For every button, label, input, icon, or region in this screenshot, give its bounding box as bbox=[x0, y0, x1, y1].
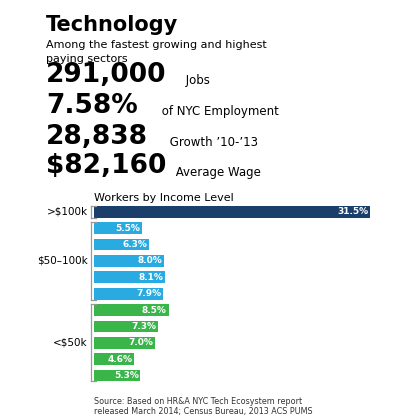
Text: Among the fastest growing and highest
paying sectors: Among the fastest growing and highest pa… bbox=[46, 40, 267, 64]
Text: 7.3%: 7.3% bbox=[131, 322, 156, 331]
Text: Source: Based on HR&A NYC Tech Ecosystem report
released March 2014; Census Bure: Source: Based on HR&A NYC Tech Ecosystem… bbox=[94, 397, 313, 416]
Text: 291,000: 291,000 bbox=[46, 61, 166, 87]
Bar bbox=[94, 288, 163, 300]
Text: 5.3%: 5.3% bbox=[114, 371, 139, 380]
Text: 7.9%: 7.9% bbox=[136, 289, 162, 298]
Text: $82,160: $82,160 bbox=[46, 153, 166, 179]
Bar bbox=[94, 304, 168, 316]
Text: 6.3%: 6.3% bbox=[122, 240, 148, 249]
Bar bbox=[94, 271, 165, 283]
Text: 5.5%: 5.5% bbox=[116, 224, 140, 233]
Text: 28,838: 28,838 bbox=[46, 124, 148, 150]
Bar bbox=[94, 321, 158, 332]
Text: 7.0%: 7.0% bbox=[129, 338, 154, 347]
Text: Technology: Technology bbox=[46, 15, 178, 35]
Text: 7.58%: 7.58% bbox=[46, 93, 138, 119]
Text: Average Wage: Average Wage bbox=[172, 166, 261, 178]
Bar bbox=[94, 222, 142, 234]
Text: >$100k: >$100k bbox=[46, 207, 88, 217]
Bar bbox=[94, 353, 134, 365]
Text: 31.5%: 31.5% bbox=[337, 207, 368, 216]
Text: Growth ’10-’13: Growth ’10-’13 bbox=[166, 136, 258, 149]
Bar bbox=[94, 206, 370, 218]
Text: 4.6%: 4.6% bbox=[108, 354, 132, 364]
Text: <$50k: <$50k bbox=[53, 338, 88, 348]
Bar bbox=[94, 239, 149, 250]
Bar bbox=[94, 255, 164, 267]
Text: Workers by Income Level: Workers by Income Level bbox=[94, 193, 234, 203]
Text: 8.5%: 8.5% bbox=[142, 306, 167, 314]
Text: 8.0%: 8.0% bbox=[138, 256, 162, 265]
Text: Jobs: Jobs bbox=[182, 74, 210, 87]
Text: $50–100k: $50–100k bbox=[37, 256, 88, 266]
Text: 8.1%: 8.1% bbox=[138, 273, 163, 282]
Bar bbox=[94, 370, 140, 382]
Text: of NYC Employment: of NYC Employment bbox=[158, 105, 279, 118]
Bar bbox=[94, 337, 155, 349]
